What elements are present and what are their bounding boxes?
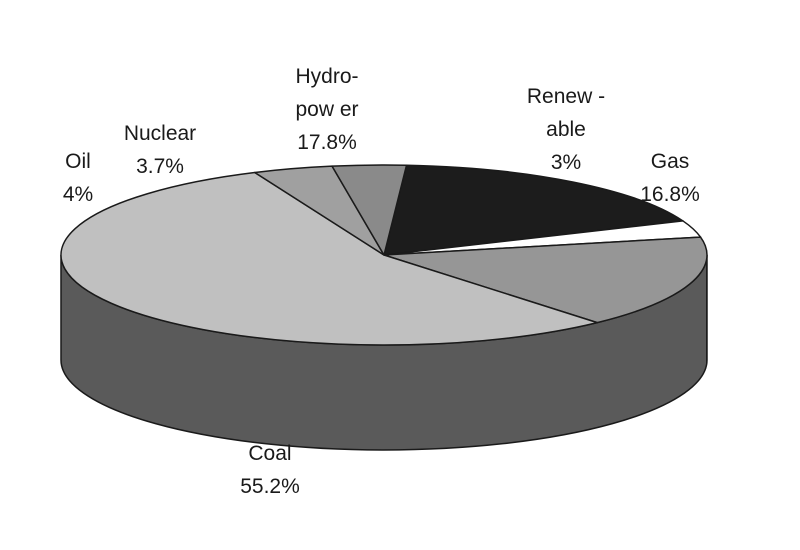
pie-slice-nuclear xyxy=(331,164,408,256)
pie-slice-gas xyxy=(383,236,708,324)
pie-slice-hydro-power xyxy=(383,164,684,256)
slice-label-oil: Oil 4% xyxy=(63,150,93,206)
slice-label-gas: Gas 16.8% xyxy=(640,150,700,206)
pie-slice-coal xyxy=(60,171,598,346)
slice-label-hydro-power: Hydro-pow er 17.8% xyxy=(295,65,358,154)
slice-label-nuclear: Nuclear 3.7% xyxy=(124,122,196,178)
slice-labels: Hydro-pow er 17.8% Renew -able 3% Gas 16.8% Co… xyxy=(63,65,700,498)
slice-label-coal: Coal 55.2% xyxy=(240,442,300,498)
slice-label-renew-able: Renew -able 3% xyxy=(527,85,605,174)
pie-top-face xyxy=(60,164,708,346)
